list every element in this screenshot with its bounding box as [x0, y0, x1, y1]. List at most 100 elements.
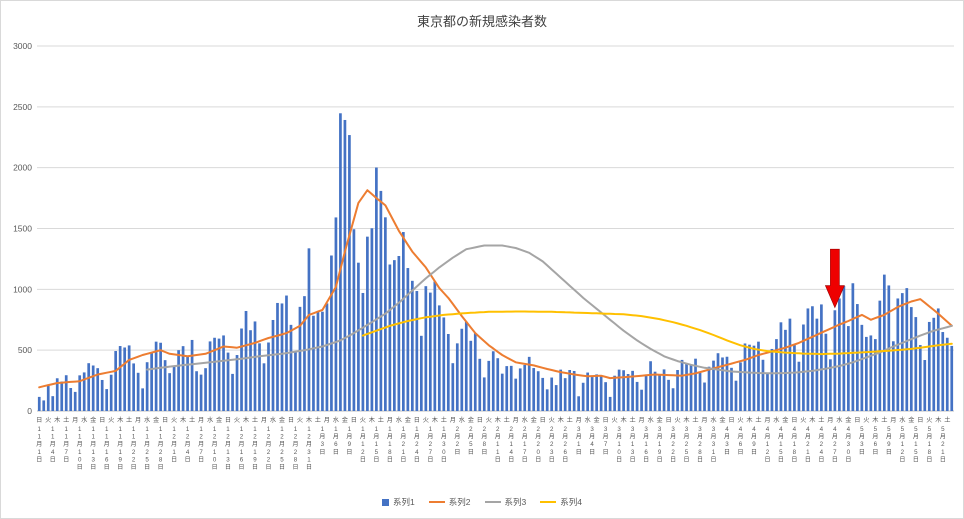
svg-text:1: 1 — [307, 456, 311, 463]
svg-text:2: 2 — [226, 434, 230, 441]
svg-text:月: 月 — [333, 434, 339, 441]
svg-text:1: 1 — [712, 449, 716, 456]
svg-text:4: 4 — [752, 426, 756, 433]
svg-text:3: 3 — [91, 456, 95, 463]
svg-text:金: 金 — [657, 416, 664, 424]
svg-text:1: 1 — [334, 426, 338, 433]
svg-text:日: 日 — [670, 456, 676, 463]
svg-text:1: 1 — [118, 434, 122, 441]
svg-text:1: 1 — [91, 426, 95, 433]
svg-text:月: 月 — [387, 434, 393, 441]
svg-text:火: 火 — [45, 417, 51, 424]
svg-text:土: 土 — [378, 416, 384, 424]
svg-text:0: 0 — [213, 456, 217, 463]
svg-text:日: 日 — [737, 449, 743, 456]
svg-text:8: 8 — [793, 449, 797, 456]
svg-text:日: 日 — [333, 449, 339, 456]
svg-text:2: 2 — [496, 426, 500, 433]
svg-text:月: 月 — [36, 441, 42, 448]
svg-text:1: 1 — [361, 426, 365, 433]
svg-text:日: 日 — [77, 464, 83, 471]
svg-text:日: 日 — [872, 449, 878, 456]
svg-text:月: 月 — [468, 434, 474, 441]
svg-text:3: 3 — [590, 426, 594, 433]
svg-text:土: 土 — [630, 416, 636, 424]
svg-text:日: 日 — [643, 456, 649, 463]
svg-text:3: 3 — [617, 426, 621, 433]
svg-text:1: 1 — [388, 441, 392, 448]
svg-text:日: 日 — [252, 464, 258, 471]
svg-text:月: 月 — [764, 434, 770, 441]
svg-text:日: 日 — [36, 417, 42, 424]
svg-text:日: 日 — [940, 456, 946, 463]
svg-text:1: 1 — [267, 426, 271, 433]
svg-text:8: 8 — [698, 449, 702, 456]
svg-text:5: 5 — [874, 426, 878, 433]
svg-text:月: 月 — [890, 417, 896, 424]
line-series-4 — [361, 310, 953, 356]
svg-text:月: 月 — [324, 417, 330, 424]
svg-text:日: 日 — [63, 456, 69, 463]
svg-text:1: 1 — [766, 441, 770, 448]
bars-series-1 — [37, 113, 954, 411]
legend-item-4: 系列4 — [540, 496, 582, 508]
svg-text:1: 1 — [388, 426, 392, 433]
svg-text:1: 1 — [105, 426, 109, 433]
svg-text:4: 4 — [186, 449, 190, 456]
svg-text:月: 月 — [643, 434, 649, 441]
svg-text:1: 1 — [941, 449, 945, 456]
svg-text:2: 2 — [361, 449, 365, 456]
svg-text:水: 水 — [836, 416, 843, 424]
svg-text:1: 1 — [779, 441, 783, 448]
svg-text:日: 日 — [818, 456, 824, 463]
svg-text:4: 4 — [793, 426, 797, 433]
svg-text:金: 金 — [216, 416, 223, 424]
svg-text:日: 日 — [387, 456, 393, 463]
svg-text:日: 日 — [562, 456, 568, 463]
svg-text:1: 1 — [631, 441, 635, 448]
svg-text:1: 1 — [132, 426, 136, 433]
svg-text:3: 3 — [577, 426, 581, 433]
svg-text:7: 7 — [199, 449, 203, 456]
svg-text:日: 日 — [508, 456, 514, 463]
svg-text:火: 火 — [800, 417, 806, 424]
svg-text:4: 4 — [820, 426, 824, 433]
svg-text:日: 日 — [657, 456, 663, 463]
legend-swatch-1 — [382, 498, 390, 506]
svg-text:4: 4 — [820, 449, 824, 456]
svg-text:8: 8 — [294, 456, 298, 463]
svg-text:1: 1 — [172, 449, 176, 456]
svg-text:8: 8 — [928, 449, 932, 456]
svg-text:日: 日 — [99, 417, 105, 424]
svg-text:2: 2 — [833, 441, 837, 448]
svg-text:1: 1 — [617, 441, 621, 448]
svg-text:日: 日 — [913, 456, 919, 463]
svg-text:3: 3 — [698, 426, 702, 433]
svg-text:金: 金 — [405, 416, 412, 424]
svg-text:1: 1 — [226, 449, 230, 456]
legend-item-1: 系列1 — [382, 496, 415, 508]
svg-text:日: 日 — [778, 456, 784, 463]
svg-text:火: 火 — [360, 417, 366, 424]
svg-text:5: 5 — [928, 426, 932, 433]
svg-text:日: 日 — [854, 417, 860, 424]
svg-text:2: 2 — [941, 441, 945, 448]
svg-text:木: 木 — [306, 416, 312, 424]
svg-text:日: 日 — [926, 456, 932, 463]
svg-text:1: 1 — [523, 441, 527, 448]
svg-text:月: 月 — [616, 434, 622, 441]
svg-text:日: 日 — [351, 417, 357, 424]
svg-text:1: 1 — [793, 441, 797, 448]
svg-text:日: 日 — [319, 449, 325, 456]
svg-text:水: 水 — [585, 416, 592, 424]
svg-text:3: 3 — [550, 449, 554, 456]
svg-text:月: 月 — [818, 434, 824, 441]
svg-text:日: 日 — [522, 456, 528, 463]
svg-text:月: 月 — [72, 417, 78, 424]
svg-text:月: 月 — [513, 417, 519, 424]
svg-text:2: 2 — [159, 449, 163, 456]
legend-swatch-4 — [540, 501, 557, 503]
svg-text:3: 3 — [644, 426, 648, 433]
svg-text:金: 金 — [279, 416, 286, 424]
svg-text:木: 木 — [432, 416, 438, 424]
